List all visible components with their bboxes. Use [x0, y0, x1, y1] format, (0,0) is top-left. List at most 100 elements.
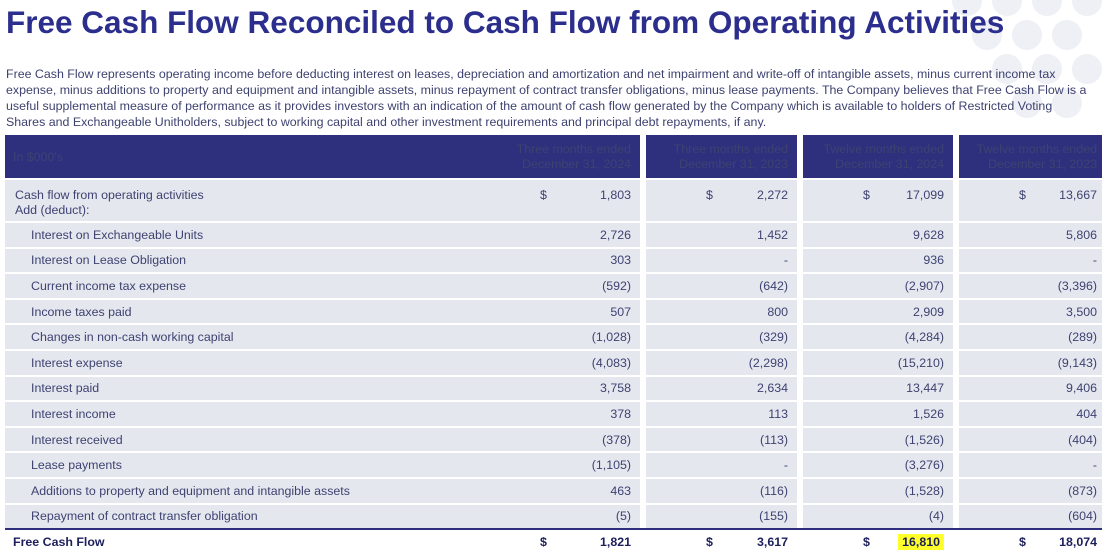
- value-cell: 404: [959, 400, 1102, 426]
- currency-symbol: $: [540, 188, 547, 202]
- free-cash-flow-table: In $000's Three months ended December 31,…: [5, 135, 1102, 554]
- column-header-line1: Three months ended: [673, 141, 788, 156]
- value-cell: (2,298): [646, 348, 797, 375]
- row-label: Lease payments: [5, 451, 480, 477]
- column-header: Twelve months ended December 31, 2023: [959, 135, 1102, 178]
- decorative-dots: [952, 0, 1102, 130]
- column-header: Twelve months ended December 31, 2024: [803, 135, 953, 178]
- row-label: Interest paid: [5, 374, 480, 401]
- table-row: Additions to property and equipment and …: [5, 476, 1102, 503]
- value-cell: (3,276): [803, 451, 953, 477]
- value-cell: $17,099: [803, 178, 953, 221]
- value-cell: 3,500: [959, 297, 1102, 324]
- value-cell: 3,758: [480, 374, 640, 401]
- value-cell: -: [959, 246, 1102, 273]
- table-row: Current income tax expense (592) (642) (2,9…: [5, 272, 1102, 298]
- row-label: Interest income: [5, 400, 480, 426]
- value-cell: (289): [959, 323, 1102, 349]
- total-value-cell: $1,821: [480, 528, 640, 554]
- table-row-free-cash-flow-total: Free Cash Flow $1,821 $3,617 $16,810 $18…: [5, 528, 1102, 554]
- column-header: Three months ended December 31, 2024: [480, 135, 640, 178]
- value-cell: (5): [480, 502, 640, 529]
- table-row: Interest paid 3,758 2,634 13,447 9,406: [5, 374, 1102, 401]
- column-header-line2: December 31, 2023: [988, 156, 1097, 171]
- row-label: Interest received: [5, 425, 480, 452]
- column-header-line2: December 31, 2024: [835, 156, 944, 171]
- value-cell: (116): [646, 476, 797, 503]
- value-cell: (1,528): [803, 476, 953, 503]
- column-header: Three months ended December 31, 2023: [646, 135, 797, 178]
- value-cell: (604): [959, 502, 1102, 529]
- page-title: Free Cash Flow Reconciled to Cash Flow f…: [6, 4, 1005, 40]
- currency-symbol: $: [540, 534, 547, 549]
- column-header-line2: December 31, 2023: [679, 156, 788, 171]
- value-cell: 507: [480, 297, 640, 324]
- currency-symbol: $: [1019, 188, 1026, 202]
- value-cell: (404): [959, 425, 1102, 452]
- column-header-line2: December 31, 2024: [522, 156, 631, 171]
- table-row: Interest on Lease Obligation 303-936-: [5, 246, 1102, 273]
- value-cell: 800: [646, 297, 797, 324]
- row-label: Interest on Exchangeable Units: [5, 221, 480, 247]
- total-value-cell: $16,810: [803, 528, 953, 554]
- table-row: Interest income 378 113 1,526 404: [5, 400, 1102, 426]
- column-header-line1: Twelve months ended: [976, 141, 1097, 156]
- table-header-row: In $000's Three months ended December 31,…: [5, 135, 1102, 178]
- row-label-line2: Add (deduct):: [15, 203, 90, 217]
- table-row: Changes in non-cash working capital (1,02…: [5, 323, 1102, 349]
- value-cell: 113: [646, 400, 797, 426]
- currency-symbol: $: [863, 534, 870, 549]
- value-cell: 2,726: [480, 221, 640, 247]
- value-cell: (642): [646, 272, 797, 298]
- value-cell: 2,909: [803, 297, 953, 324]
- value-cell: (592): [480, 272, 640, 298]
- currency-symbol: $: [706, 188, 713, 202]
- table-row: Interest on Exchangeable Units 2,726 1,452…: [5, 221, 1102, 247]
- value-cell: (3,396): [959, 272, 1102, 298]
- row-label: Current income tax expense: [5, 272, 480, 298]
- value-cell: (1,105): [480, 451, 640, 477]
- table-row: Lease payments (1,105) - (3,276) -: [5, 451, 1102, 477]
- currency-symbol: $: [863, 188, 870, 202]
- row-label: Repayment of contract transfer obligatio…: [5, 502, 480, 529]
- currency-symbol: $: [706, 534, 713, 549]
- value-cell: 9,406: [959, 374, 1102, 401]
- value-cell: 378: [480, 400, 640, 426]
- row-label: Additions to property and equipment and …: [5, 476, 480, 503]
- column-header-line1: Twelve months ended: [823, 141, 944, 156]
- table-row-cash-flow-operating: Cash flow from operating activities Add (…: [5, 178, 1102, 221]
- value-cell: -: [646, 246, 797, 273]
- total-label: Free Cash Flow: [5, 528, 480, 554]
- table-row: Interest expense (4,083) (2,298) (15,210) (9…: [5, 348, 1102, 375]
- unit-label: In $000's: [5, 135, 480, 178]
- value-cell: -: [646, 451, 797, 477]
- value-cell: 1,452: [646, 221, 797, 247]
- value-cell: $13,667: [959, 178, 1102, 221]
- table-row: Repayment of contract transfer obligatio…: [5, 502, 1102, 529]
- value-cell: 463: [480, 476, 640, 503]
- value-cell: (155): [646, 502, 797, 529]
- row-label: Interest on Lease Obligation: [5, 246, 480, 273]
- value-cell: 936: [803, 246, 953, 273]
- row-label: Interest expense: [5, 348, 480, 375]
- row-label: Income taxes paid: [5, 297, 480, 324]
- row-label: Changes in non-cash working capital: [5, 323, 480, 349]
- value-cell: 5,806: [959, 221, 1102, 247]
- value-cell: 13,447: [803, 374, 953, 401]
- row-label-line1: Cash flow from operating activities: [15, 188, 204, 202]
- value-cell: (4,284): [803, 323, 953, 349]
- value-cell: (4): [803, 502, 953, 529]
- value-cell: 9,628: [803, 221, 953, 247]
- highlighted-value: 16,810: [898, 533, 944, 550]
- value-cell: (378): [480, 425, 640, 452]
- total-value-cell: $3,617: [646, 528, 797, 554]
- value-cell: (1,028): [480, 323, 640, 349]
- value-cell: 1,526: [803, 400, 953, 426]
- table-row: Income taxes paid 507 800 2,909 3,500: [5, 297, 1102, 324]
- value-cell: (113): [646, 425, 797, 452]
- value-cell: (4,083): [480, 348, 640, 375]
- value-cell: -: [959, 451, 1102, 477]
- value-cell: $1,803: [480, 178, 640, 221]
- value-cell: 303: [480, 246, 640, 273]
- intro-paragraph: Free Cash Flow represents operating inco…: [6, 67, 1087, 129]
